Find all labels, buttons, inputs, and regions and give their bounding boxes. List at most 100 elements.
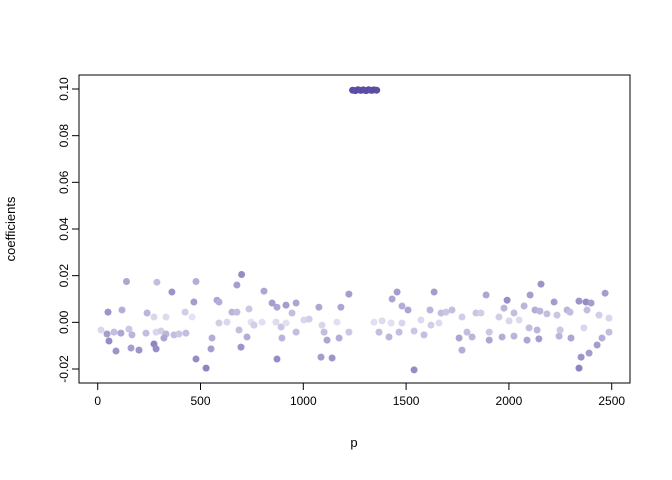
data-point [601,289,609,297]
data-point [112,347,120,355]
data-point [520,302,528,310]
data-point [482,291,490,299]
x-axis-title: p [350,435,357,450]
data-point [123,278,130,285]
data-point [175,330,183,338]
data-point [503,296,511,304]
data-point [523,336,531,344]
data-point [202,364,210,372]
data-point [207,345,215,353]
data-point [575,364,583,372]
data-point [260,287,268,295]
data-point [598,334,606,342]
x-tick-label: 1000 [290,394,317,408]
data-point [318,321,326,329]
data-point [143,309,151,317]
data-point [595,311,603,319]
data-point [215,319,223,327]
data-point [162,313,170,321]
x-tick-label: 2500 [598,394,625,408]
data-point [505,317,513,325]
data-point [345,328,353,336]
data-point [160,334,168,342]
data-point [427,321,435,329]
data-point [153,278,161,286]
data-point [125,325,133,333]
data-point [536,307,544,315]
y-tick-label: 0.08 [57,124,71,148]
data-point [404,306,412,314]
data-point [495,313,503,321]
x-tick-label: 500 [190,394,210,408]
data-point [215,298,223,306]
data-point [387,319,395,327]
data-point [435,319,443,327]
data-point [593,341,601,349]
x-tick-label: 0 [94,394,101,408]
data-point [556,326,564,334]
data-point [430,288,438,296]
data-point [605,328,613,336]
data-point [328,354,336,362]
data-point [292,299,300,307]
data-point [373,86,381,94]
data-point [317,353,325,361]
data-point [537,280,545,288]
y-axis: -0.02 0.00 0.02 0.04 0.06 0.08 0.10 [57,77,79,383]
data-point [398,319,406,327]
data-point [417,316,425,324]
data-point [498,333,506,341]
data-point [150,313,158,321]
data-point [395,328,403,336]
data-point [442,308,450,316]
y-tick-label: 0.00 [57,310,71,334]
x-tick-label: 2000 [496,394,523,408]
data-point [243,333,251,341]
data-point [250,321,258,329]
data-point [181,308,189,316]
data-point [375,328,383,336]
data-point [393,288,401,296]
data-point [272,318,280,326]
data-point [577,353,585,361]
data-point [515,316,523,324]
data-point [543,310,551,318]
data-point [142,329,150,337]
data-point [567,334,575,342]
data-point [526,291,534,299]
data-point [472,309,480,317]
data-point [278,334,286,342]
data-point [238,271,246,278]
data-point [477,309,485,317]
data-point [190,298,198,306]
data-point [525,324,533,332]
x-tick-label: 1500 [393,394,420,408]
data-point [104,308,112,316]
data-point [335,334,343,342]
data-point [235,326,243,334]
data-point [127,344,135,352]
data-point [550,298,558,306]
data-point [292,328,300,336]
data-point [333,318,341,326]
data-point [315,303,323,311]
data-point [398,302,406,310]
data-point [370,318,378,326]
data-point [555,332,563,340]
data-point [277,323,285,331]
data-point [208,334,216,342]
data-point [192,355,200,363]
data-point [128,331,136,339]
data-point [388,295,396,303]
data-point [182,329,190,337]
data-point [580,324,588,332]
data-point [192,278,200,285]
data-point [258,318,266,326]
data-point [233,308,241,316]
data-point [500,304,508,312]
data-point [97,326,105,334]
data-point [228,308,236,316]
data-point [533,326,541,334]
